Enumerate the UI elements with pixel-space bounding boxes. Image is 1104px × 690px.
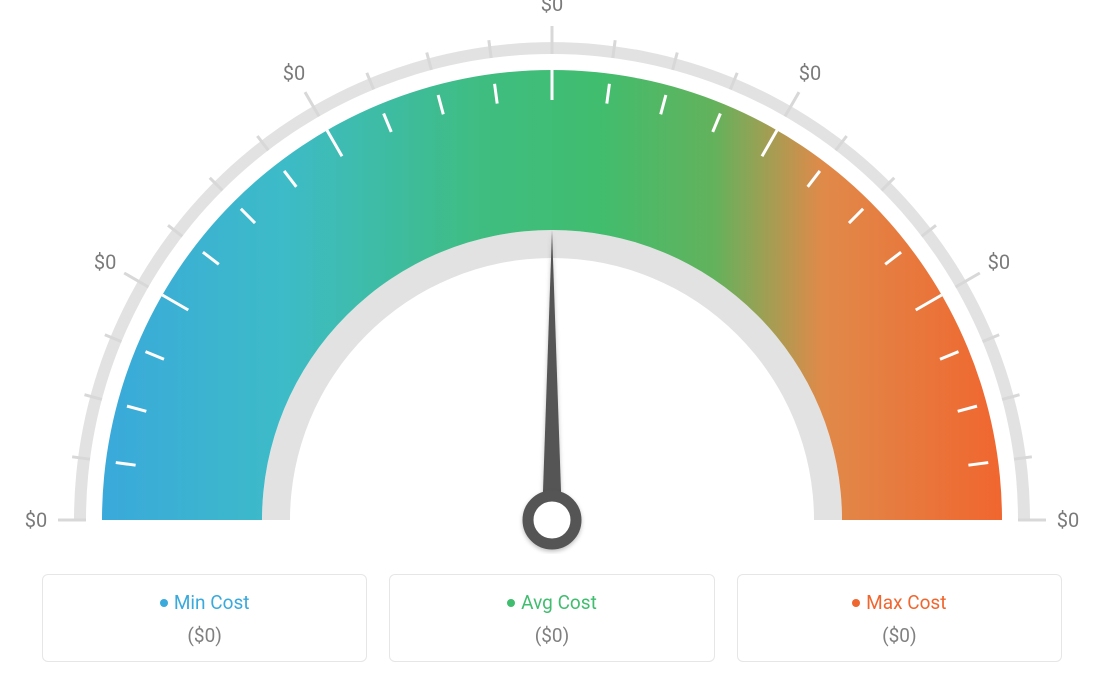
dot-icon	[852, 599, 860, 607]
legend-row: Min Cost ($0) Avg Cost ($0) Max Cost ($0…	[42, 574, 1062, 662]
legend-value: ($0)	[53, 624, 356, 647]
dot-icon	[160, 599, 168, 607]
gauge-tick-label: $0	[1057, 508, 1079, 532]
legend-card-min: Min Cost ($0)	[42, 574, 367, 662]
legend-label: Max Cost	[866, 591, 946, 614]
gauge-tick-label: $0	[799, 61, 821, 85]
legend-card-avg: Avg Cost ($0)	[389, 574, 714, 662]
legend-label: Min Cost	[174, 591, 250, 614]
gauge-tick-label: $0	[25, 508, 47, 532]
dot-icon	[507, 599, 515, 607]
gauge-tick-label: $0	[988, 250, 1010, 274]
legend-card-max: Max Cost ($0)	[737, 574, 1062, 662]
legend-title-max: Max Cost	[852, 591, 946, 614]
legend-title-min: Min Cost	[160, 591, 250, 614]
legend-value: ($0)	[400, 624, 703, 647]
gauge-tick-label: $0	[94, 250, 116, 274]
gauge-container: $0 $0 $0 $0 $0 $0 $0	[0, 0, 1104, 560]
gauge-tick-label: $0	[283, 61, 305, 85]
gauge-tick-label: $0	[541, 0, 563, 16]
legend-value: ($0)	[748, 624, 1051, 647]
legend-title-avg: Avg Cost	[507, 591, 597, 614]
legend-label: Avg Cost	[521, 591, 597, 614]
gauge-chart	[0, 0, 1104, 560]
